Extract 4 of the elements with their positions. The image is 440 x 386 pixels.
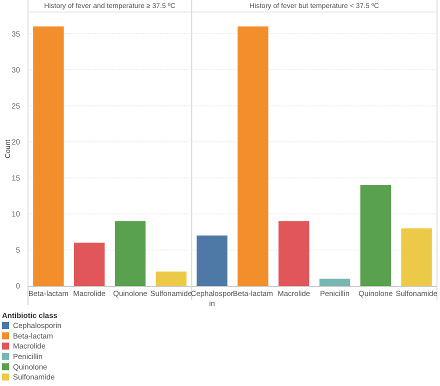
bar (114, 221, 146, 286)
bar (33, 26, 64, 286)
bar (156, 272, 186, 286)
bar (74, 242, 105, 286)
